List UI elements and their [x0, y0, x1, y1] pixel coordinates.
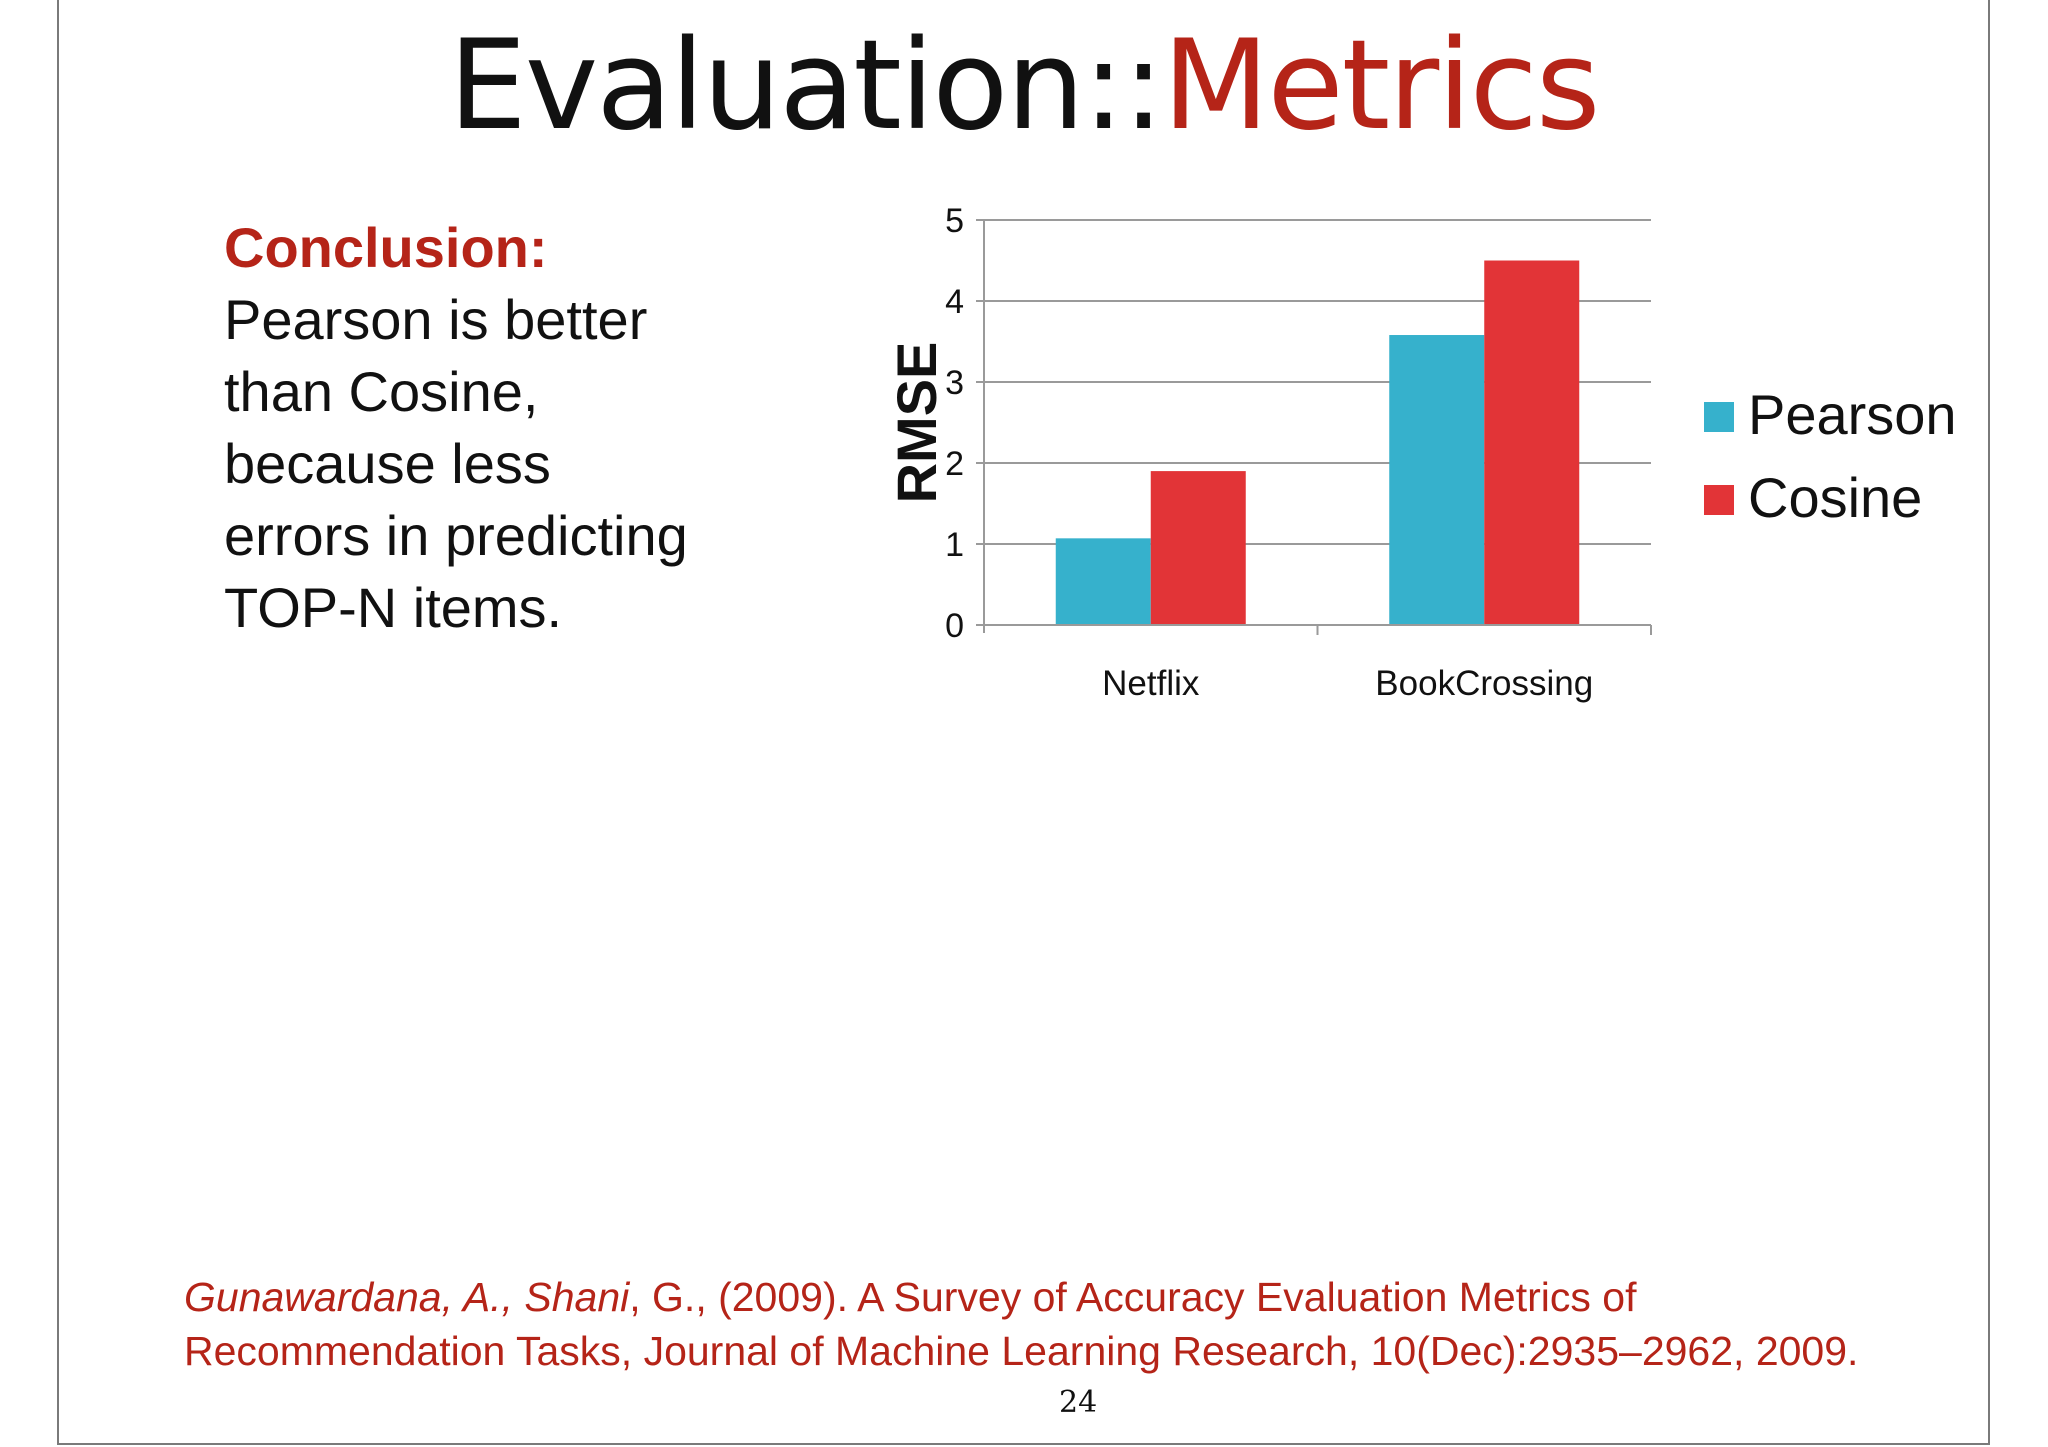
bar-cosine-bookcrossing — [1484, 260, 1580, 625]
slide: Evaluation::Metrics Conclusion: Pearson … — [57, 0, 1990, 1445]
citation: Gunawardana, A., Shani, G., (2009). A Su… — [184, 1270, 1964, 1378]
citation-author-2: Shani — [524, 1274, 630, 1320]
page-number: 24 — [1059, 1385, 1098, 1420]
y-tick-label: 3 — [945, 364, 964, 402]
y-tick-label: 4 — [945, 283, 964, 321]
y-tick-label: 1 — [945, 526, 964, 564]
legend-label-pearson: Pearson — [1748, 383, 1957, 446]
legend-swatch-cosine — [1704, 485, 1734, 515]
title-part-metrics: Metrics — [1162, 14, 1600, 158]
conclusion-line: TOP-N items. — [224, 576, 563, 639]
citation-rest: , G., (2009). A Survey of Accuracy Evalu… — [184, 1274, 1859, 1374]
conclusion-heading: Conclusion: — [224, 216, 548, 279]
conclusion-line: errors in predicting — [224, 504, 688, 567]
y-tick-label: 5 — [945, 202, 964, 240]
conclusion-block: Conclusion: Pearson is better than Cosin… — [224, 212, 844, 644]
conclusion-line: because less — [224, 432, 551, 495]
y-axis-label: RMSE — [885, 342, 948, 504]
legend-label-cosine: Cosine — [1748, 466, 1922, 529]
conclusion-line: than Cosine, — [224, 360, 539, 423]
citation-author-1: Gunawardana, A., — [184, 1274, 513, 1320]
bar-pearson-netflix — [1055, 538, 1151, 625]
bar-pearson-bookcrossing — [1389, 335, 1485, 625]
x-tick-label: Netflix — [1102, 664, 1200, 703]
y-tick-label: 2 — [945, 445, 964, 483]
title-part-evaluation: Evaluation:: — [448, 14, 1165, 158]
y-tick-label: 0 — [945, 607, 964, 645]
legend-swatch-pearson — [1704, 402, 1734, 432]
rmse-bar-chart: 0 1 2 3 4 5 RMSE Netflix BookCrossing Pearson Cosi… — [885, 202, 1957, 703]
conclusion-line: Pearson is better — [224, 288, 648, 351]
bar-cosine-netflix — [1150, 471, 1246, 625]
x-tick-label: BookCrossing — [1375, 664, 1593, 703]
slide-title: Evaluation::Metrics — [59, 18, 1988, 154]
